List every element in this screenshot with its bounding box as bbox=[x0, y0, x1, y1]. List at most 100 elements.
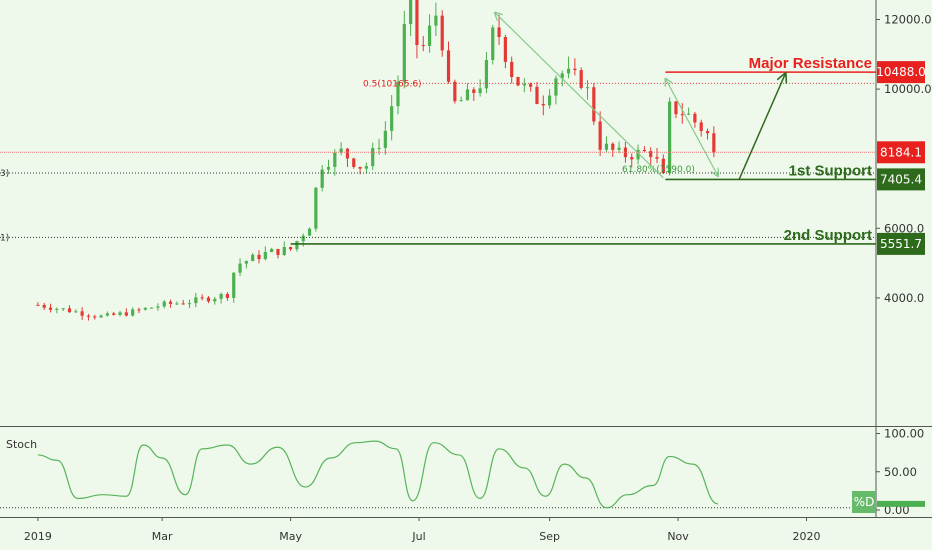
fib-label: 0.5(10165.6) bbox=[363, 79, 422, 89]
candle-body bbox=[371, 148, 375, 167]
candle-body bbox=[421, 45, 425, 47]
candle-body bbox=[187, 303, 192, 305]
stoch-value-tag bbox=[877, 500, 925, 507]
candle-body bbox=[465, 89, 470, 101]
candle-body bbox=[510, 61, 514, 78]
candle-body bbox=[440, 15, 444, 51]
candle-body bbox=[194, 297, 198, 304]
candle-body bbox=[560, 73, 564, 79]
candle-body bbox=[42, 304, 46, 308]
candle-body bbox=[415, 0, 419, 46]
candle-body bbox=[535, 86, 539, 104]
candle-body bbox=[699, 122, 703, 132]
x-tick-label: Sep bbox=[539, 530, 560, 543]
candle-body bbox=[548, 95, 552, 106]
candle-body bbox=[143, 307, 147, 310]
candle-body bbox=[598, 121, 602, 150]
candle-body bbox=[320, 169, 324, 188]
projection-arrow bbox=[738, 73, 785, 180]
candle-body bbox=[105, 313, 109, 316]
stoch-y-tick-label: 100.00 bbox=[884, 427, 924, 441]
candle-body bbox=[295, 241, 299, 250]
candle-body bbox=[592, 87, 596, 122]
fib-label: 61.80%(7590.0) bbox=[622, 165, 695, 175]
candle-body bbox=[484, 59, 489, 89]
candles bbox=[36, 0, 716, 321]
candle-body bbox=[137, 309, 141, 311]
stoch-d-line bbox=[37, 440, 719, 509]
candle-body bbox=[554, 78, 558, 96]
candle-body bbox=[150, 307, 154, 309]
candle-body bbox=[358, 166, 362, 169]
candle-body bbox=[396, 81, 400, 107]
price-tag-label: 5551.7 bbox=[880, 237, 922, 251]
candle-body bbox=[497, 27, 501, 38]
candle-body bbox=[617, 147, 621, 150]
candle-body bbox=[434, 15, 438, 26]
candle-body bbox=[93, 316, 97, 318]
candle-body bbox=[459, 100, 463, 102]
candle-body bbox=[352, 158, 356, 167]
candle-body bbox=[206, 297, 211, 302]
level-label: Major Resistance bbox=[749, 55, 872, 72]
candle-body bbox=[301, 235, 305, 242]
y-tick-label: 6000.0 bbox=[884, 221, 924, 235]
price-tag bbox=[877, 168, 925, 191]
candle-body bbox=[472, 89, 476, 94]
candle-body bbox=[36, 304, 40, 306]
candle-body bbox=[251, 254, 255, 262]
fib-label: 3) bbox=[0, 169, 9, 179]
candle-body bbox=[661, 158, 665, 174]
candle-body bbox=[244, 261, 248, 264]
x-tick-label: 2019 bbox=[24, 530, 52, 543]
candle-body bbox=[99, 315, 103, 318]
candle-body bbox=[61, 308, 65, 310]
price-tag bbox=[877, 61, 925, 84]
candle-body bbox=[333, 152, 337, 167]
candle-body bbox=[579, 70, 583, 88]
candle-body bbox=[668, 101, 672, 174]
candle-body bbox=[263, 252, 267, 260]
candle-body bbox=[630, 157, 634, 160]
candle-body bbox=[270, 248, 274, 253]
candle-body bbox=[213, 298, 217, 302]
candle-body bbox=[529, 83, 533, 87]
candle-body bbox=[409, 0, 413, 25]
candle-body bbox=[611, 143, 615, 150]
candle-body bbox=[131, 309, 135, 316]
y-tick-label: 10000.0 bbox=[884, 82, 932, 96]
candle-body bbox=[162, 301, 166, 307]
candle-body bbox=[74, 311, 78, 313]
y-tick-label: 12000.0 bbox=[884, 13, 932, 27]
level-label: 1st Support bbox=[789, 162, 872, 179]
stoch-title: Stoch bbox=[6, 438, 37, 451]
stoch-legend-tag bbox=[852, 491, 876, 513]
candle-body bbox=[604, 143, 609, 150]
candle-body bbox=[118, 312, 122, 315]
candle-body bbox=[175, 303, 179, 305]
candle-body bbox=[541, 103, 545, 106]
stoch-legend-label: %D bbox=[854, 495, 875, 509]
candle-body bbox=[181, 303, 185, 305]
candle-body bbox=[402, 24, 406, 82]
candle-body bbox=[573, 68, 577, 71]
x-tick-label: May bbox=[279, 530, 302, 543]
candle-body bbox=[288, 247, 293, 250]
candle-body bbox=[225, 293, 230, 298]
candle-body bbox=[491, 27, 495, 60]
candle-body bbox=[80, 311, 84, 316]
candle-body bbox=[503, 37, 507, 62]
candle-body bbox=[623, 147, 628, 158]
candle-body bbox=[124, 312, 128, 316]
candle-body bbox=[282, 247, 286, 255]
candle-body bbox=[257, 254, 261, 260]
fib-label: 1) bbox=[0, 233, 9, 243]
candle-body bbox=[686, 113, 691, 115]
price-tag-label: 10488.0 bbox=[876, 65, 926, 79]
candle-body bbox=[446, 50, 451, 82]
candle-body bbox=[326, 166, 331, 170]
candle-body bbox=[200, 297, 204, 299]
candle-body bbox=[655, 157, 659, 159]
candle-body bbox=[67, 308, 72, 313]
